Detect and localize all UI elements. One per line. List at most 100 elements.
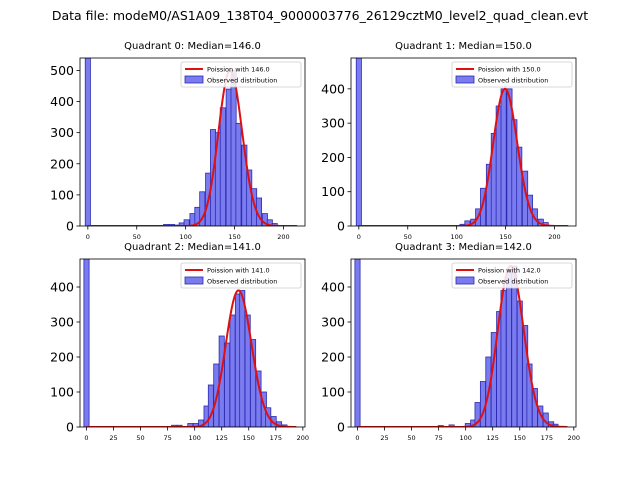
histogram-bar: [239, 290, 246, 427]
histogram-bar: [464, 220, 471, 226]
legend-label-poisson: Poission with 150.0: [478, 66, 541, 74]
histogram-bar: [84, 58, 91, 226]
x-tick-label: 150: [228, 233, 240, 241]
y-tick-label: 400: [50, 280, 74, 295]
subplot-title: Quadrant 3: Median=142.0: [395, 242, 532, 253]
x-tick-label: 50: [407, 434, 415, 442]
legend-box: [180, 61, 302, 88]
histogram-bar: [354, 259, 361, 427]
x-tick-label: 150: [499, 233, 511, 241]
x-tick-label: 50: [133, 233, 141, 241]
y-tick-label: 0: [66, 420, 74, 435]
x-tick-label: 150: [243, 434, 255, 442]
x-tick-label: 0: [86, 233, 90, 241]
x-tick-label: 150: [514, 434, 526, 442]
x-tick-label: 50: [136, 434, 144, 442]
legend-box: [180, 262, 302, 289]
x-tick-label: 200: [277, 233, 289, 241]
y-tick-label: 0: [337, 219, 345, 234]
x-tick-label: 100: [179, 233, 191, 241]
legend-patch-marker: [184, 276, 204, 285]
plot-area: [354, 259, 568, 427]
axes-frame: [350, 258, 577, 428]
x-tick-label: 0: [355, 434, 359, 442]
histogram-bar: [224, 342, 231, 427]
histogram-bar: [219, 107, 226, 226]
axes-frame: [350, 57, 577, 227]
y-tick-label: 300: [321, 116, 345, 131]
y-tick-label: 400: [50, 94, 74, 109]
legend: Poission with 150.0 Observed distribution: [451, 61, 573, 88]
legend-label-observed: Observed distribution: [478, 77, 548, 85]
y-tick-label: 100: [321, 184, 345, 199]
plot-area: [84, 58, 298, 226]
legend-box: [451, 61, 573, 88]
x-tick-label: 200: [568, 434, 580, 442]
x-tick-label: 75: [163, 434, 171, 442]
x-tick-label: 100: [459, 434, 471, 442]
subplot-title: Quadrant 2: Median=141.0: [124, 242, 261, 253]
subplot-quadrant-3: Quadrant 3: Median=142.0 0 25 50 75 100 125 150…: [321, 242, 580, 442]
y-tick-label: 400: [321, 280, 345, 295]
histogram-bar: [225, 88, 232, 226]
x-tick-label: 200: [548, 233, 560, 241]
y-tick-label: 500: [50, 63, 74, 78]
figure-suptitle: Data file: modeM0/AS1A09_138T04_90000037…: [52, 8, 588, 23]
x-tick-label: 175: [541, 434, 553, 442]
histogram-bar: [500, 290, 507, 427]
poisson-curve: [357, 265, 568, 427]
x-tick-label: 200: [297, 434, 309, 442]
plot-area: [83, 259, 297, 427]
axes-frame: [79, 258, 306, 428]
legend: Poission with 141.0 Observed distribution: [180, 262, 302, 289]
x-tick-label: 25: [109, 434, 117, 442]
subplot-quadrant-0: Quadrant 0: Median=146.0 0 50 100 150 200 0 100…: [50, 41, 306, 241]
histogram-bar: [229, 314, 236, 427]
histogram-bar: [500, 88, 507, 226]
x-tick-label: 125: [215, 434, 227, 442]
legend-box: [451, 262, 573, 289]
legend-label-poisson: Poission with 141.0: [207, 267, 270, 275]
legend: Poission with 142.0 Observed distribution: [451, 262, 573, 289]
y-tick-label: 100: [50, 187, 74, 202]
poisson-curve: [87, 69, 298, 226]
y-tick-label: 0: [337, 420, 345, 435]
histogram-bar: [83, 259, 90, 427]
legend-label-poisson: Poission with 142.0: [478, 267, 541, 275]
subplot-quadrant-2: Quadrant 2: Median=141.0 0 25 50 75 100 125 150…: [50, 242, 309, 442]
y-tick-label: 300: [50, 315, 74, 330]
x-tick-label: 125: [486, 434, 498, 442]
y-tick-label: 300: [50, 125, 74, 140]
legend-label-observed: Observed distribution: [207, 77, 277, 85]
y-tick-label: 0: [66, 219, 74, 234]
legend-label-observed: Observed distribution: [478, 278, 548, 286]
y-tick-label: 200: [321, 350, 345, 365]
histogram-bar: [235, 122, 242, 226]
x-tick-label: 75: [434, 434, 442, 442]
y-tick-label: 200: [50, 350, 74, 365]
poisson-curve: [358, 87, 569, 226]
y-tick-label: 100: [50, 385, 74, 400]
legend-label-poisson: Poission with 146.0: [207, 66, 270, 74]
histogram-bar: [355, 58, 362, 226]
x-tick-label: 100: [188, 434, 200, 442]
legend-label-observed: Observed distribution: [207, 278, 277, 286]
x-tick-label: 100: [450, 233, 462, 241]
y-tick-label: 100: [321, 385, 345, 400]
legend-patch-marker: [455, 276, 475, 285]
legend: Poission with 146.0 Observed distribution: [180, 61, 302, 88]
x-tick-label: 50: [404, 233, 412, 241]
histogram-bar: [207, 384, 214, 427]
histogram-bar: [511, 265, 518, 427]
histogram-bar: [505, 269, 512, 427]
subplot-title: Quadrant 1: Median=150.0: [395, 41, 532, 52]
y-tick-label: 200: [50, 156, 74, 171]
subplot-quadrant-1: Quadrant 1: Median=150.0 0 50 100 150 200 0 100…: [321, 41, 577, 241]
x-tick-label: 25: [380, 434, 388, 442]
subplot-title: Quadrant 0: Median=146.0: [124, 41, 261, 52]
axes-frame: [79, 57, 306, 227]
poisson-curve: [86, 289, 297, 427]
y-tick-label: 400: [321, 81, 345, 96]
histogram-bar: [480, 187, 487, 226]
